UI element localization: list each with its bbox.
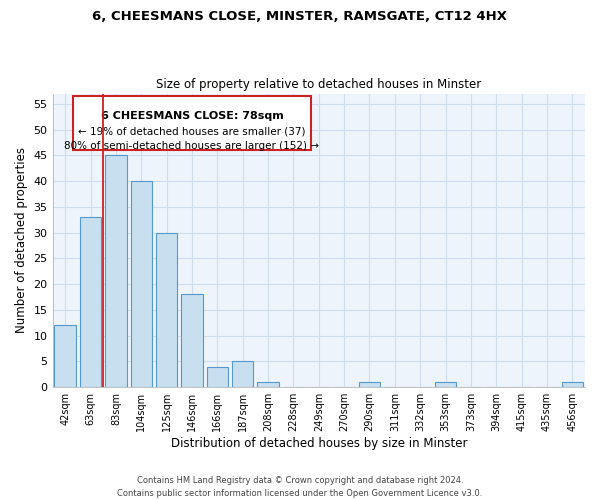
Bar <box>562 382 583 387</box>
Bar <box>55 326 76 387</box>
Bar <box>105 156 127 387</box>
Text: 6 CHEESMANS CLOSE: 78sqm: 6 CHEESMANS CLOSE: 78sqm <box>101 110 283 120</box>
Bar <box>435 382 457 387</box>
Text: Contains HM Land Registry data © Crown copyright and database right 2024.
Contai: Contains HM Land Registry data © Crown c… <box>118 476 482 498</box>
FancyBboxPatch shape <box>73 96 311 150</box>
Bar <box>80 217 101 387</box>
Bar <box>206 366 228 387</box>
Bar <box>131 181 152 387</box>
Bar <box>181 294 203 387</box>
X-axis label: Distribution of detached houses by size in Minster: Distribution of detached houses by size … <box>170 437 467 450</box>
Y-axis label: Number of detached properties: Number of detached properties <box>15 148 28 334</box>
Bar <box>359 382 380 387</box>
Bar <box>257 382 279 387</box>
Bar <box>156 232 178 387</box>
Title: Size of property relative to detached houses in Minster: Size of property relative to detached ho… <box>156 78 481 91</box>
Text: 80% of semi-detached houses are larger (152) →: 80% of semi-detached houses are larger (… <box>64 142 319 152</box>
Bar <box>232 362 253 387</box>
Text: 6, CHEESMANS CLOSE, MINSTER, RAMSGATE, CT12 4HX: 6, CHEESMANS CLOSE, MINSTER, RAMSGATE, C… <box>92 10 508 23</box>
Text: ← 19% of detached houses are smaller (37): ← 19% of detached houses are smaller (37… <box>78 126 306 136</box>
